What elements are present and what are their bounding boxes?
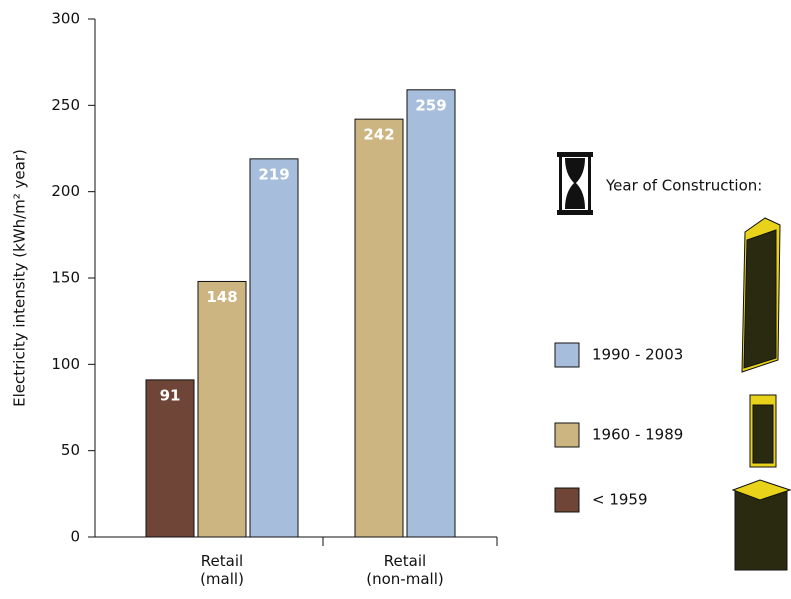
- bar: [354, 118, 404, 538]
- y-tick-label: 100: [51, 355, 80, 373]
- y-tick-label: 200: [51, 182, 80, 200]
- y-tick-label: 0: [70, 528, 80, 546]
- legend-swatch: [554, 487, 580, 513]
- y-tick-label: 150: [51, 269, 80, 287]
- y-tick-label: 250: [51, 96, 80, 114]
- bar: [406, 89, 456, 538]
- bar-value-label: 148: [206, 288, 237, 306]
- building-icons: [731, 217, 791, 571]
- bar: [249, 158, 299, 538]
- x-tick-label: Retail (mall): [200, 552, 244, 588]
- legend-label: 1960 - 1989: [592, 426, 683, 444]
- bar: [197, 280, 247, 538]
- y-tick-label: 300: [51, 10, 80, 28]
- bar-value-label: 219: [258, 165, 289, 183]
- legend-swatch: [554, 342, 580, 368]
- bar-value-label: 259: [415, 96, 446, 114]
- y-tick-label: 50: [61, 441, 80, 459]
- legend-label: < 1959: [592, 491, 648, 509]
- x-tick-label: Retail (non-mall): [366, 552, 444, 588]
- bar-value-label: 91: [160, 386, 181, 404]
- y-axis-label: Electricity intensity (kWh/m² year): [11, 149, 29, 407]
- legend-title: Year of Construction:: [605, 177, 762, 195]
- bar: [145, 379, 195, 538]
- hourglass-icon: [557, 152, 593, 215]
- legend-label: 1990 - 2003: [592, 346, 683, 364]
- legend-swatch: [554, 422, 580, 448]
- bar-value-label: 242: [363, 126, 394, 144]
